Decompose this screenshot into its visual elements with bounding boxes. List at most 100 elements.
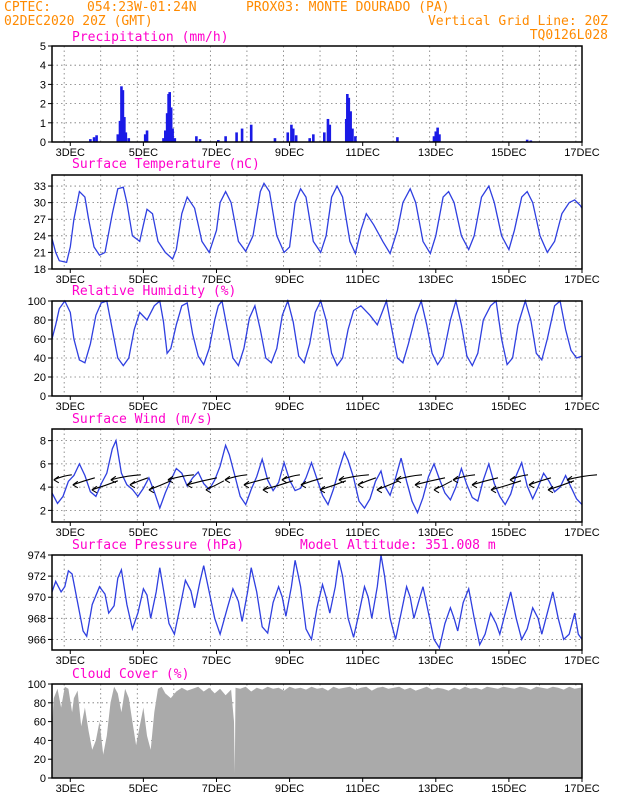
y-tick-label: 974 xyxy=(28,550,46,562)
y-tick-label: 40 xyxy=(34,735,46,747)
x-tick-label: 3DEC xyxy=(56,274,85,286)
x-tick-label: 13DEC xyxy=(418,783,454,795)
y-tick-label: 100 xyxy=(28,296,46,308)
precip-bar xyxy=(195,136,198,142)
wind-arrow xyxy=(319,480,347,494)
wind-arrow xyxy=(243,477,271,489)
wind-arrow xyxy=(471,477,499,489)
precip-bar xyxy=(286,132,290,142)
wind-arrow xyxy=(547,480,575,494)
wind-arrow xyxy=(224,474,247,484)
wind-arrow xyxy=(490,480,522,494)
precip-bar xyxy=(323,132,326,142)
panels: 0 1 2 3 4 5 3DEC 5DEC 7DEC 9DEC 11DEC 13DEC 15DEC 17D… xyxy=(28,30,600,795)
panel-title: Cloud Cover (%) xyxy=(72,667,189,682)
y-tick-label: 6 xyxy=(40,459,46,471)
x-tick-label: 17DEC xyxy=(564,655,600,667)
y-tick-label: 4 xyxy=(40,60,46,72)
precip-bar xyxy=(95,135,98,142)
y-tick-label: 18 xyxy=(34,264,46,276)
panel-title: Surface Wind (m/s) xyxy=(72,412,213,427)
x-tick-label: 15DEC xyxy=(491,783,527,795)
precip-bar xyxy=(173,138,177,142)
y-tick-label: 24 xyxy=(34,231,46,243)
precip-bar xyxy=(291,128,295,142)
panel-cloud-cover: 0 20 40 60 80 100 3DEC 5DEC 7DEC 9DEC 11DEC 13DEC 15… xyxy=(28,667,600,795)
x-tick-label: 11DEC xyxy=(345,147,380,159)
wind-arrow xyxy=(167,474,194,484)
y-tick-label: 21 xyxy=(34,247,46,259)
panel-annotation: Model Altitude: 351.008 m xyxy=(300,538,496,553)
x-tick-label: 7DEC xyxy=(202,147,231,159)
x-tick-label: 5DEC xyxy=(129,783,158,795)
x-tick-label: 15DEC xyxy=(491,274,527,286)
y-tick-label: 0 xyxy=(40,391,46,403)
x-tick-label: 17DEC xyxy=(564,783,600,795)
wind-arrow xyxy=(509,474,529,484)
panel-humidity: 0 20 40 60 80 100 3DEC 5DEC 7DEC 9DEC 11DEC 13DEC 15… xyxy=(28,284,600,413)
wind-arrow xyxy=(300,477,324,489)
precip-bar xyxy=(432,136,436,142)
x-tick-label: 5DEC xyxy=(129,401,158,413)
x-tick-label: 13DEC xyxy=(418,274,454,286)
wind-arrow xyxy=(281,474,300,484)
x-tick-label: 5DEC xyxy=(129,527,158,539)
panel-wind: 2 4 6 8 3DEC 5DEC 7DEC 9DEC 11DEC 13DEC 15DEC 17DEC… xyxy=(40,412,600,539)
wind-arrow xyxy=(357,477,377,489)
wind-arrow xyxy=(452,474,476,484)
wind-arrow xyxy=(338,474,369,484)
x-tick-label: 11DEC xyxy=(345,527,380,539)
precip-bar xyxy=(328,124,332,142)
wind-arrow xyxy=(395,474,423,484)
precip-bar xyxy=(529,140,533,142)
precip-bar xyxy=(438,134,441,142)
precip-bar xyxy=(169,107,173,142)
precip-bar xyxy=(120,86,123,142)
precip-bar xyxy=(326,118,330,142)
wind-arrow xyxy=(262,480,294,494)
precip-bar xyxy=(143,134,147,142)
precip-bar xyxy=(273,138,277,142)
y-tick-label: 0 xyxy=(40,773,46,785)
precip-bar xyxy=(116,134,120,142)
x-tick-label: 15DEC xyxy=(491,401,527,413)
panel-title: Surface Temperature (nC) xyxy=(72,157,260,172)
wind-arrow xyxy=(205,480,225,494)
panel-precipitation: 0 1 2 3 4 5 3DEC 5DEC 7DEC 9DEC 11DEC 13DEC 15DEC 17D… xyxy=(40,30,600,159)
x-tick-label: 3DEC xyxy=(56,655,85,667)
wind-arrow xyxy=(53,474,72,484)
precip-bar xyxy=(224,136,227,142)
y-tick-label: 100 xyxy=(28,679,46,691)
wind-arrow xyxy=(72,477,95,489)
x-tick-label: 9DEC xyxy=(275,401,304,413)
y-tick-label: 80 xyxy=(34,698,46,710)
wind-arrow xyxy=(433,480,453,494)
wind-arrow xyxy=(129,477,149,489)
x-tick-label: 9DEC xyxy=(275,527,304,539)
x-tick-label: 3DEC xyxy=(56,401,85,413)
precip-bar xyxy=(121,90,125,142)
header-location: 054:23W-01:24N xyxy=(87,0,197,15)
x-tick-label: 11DEC xyxy=(345,274,380,286)
precip-bar xyxy=(89,139,92,142)
x-tick-label: 7DEC xyxy=(202,401,231,413)
y-tick-label: 20 xyxy=(34,372,46,384)
precip-bar xyxy=(240,128,244,142)
y-tick-label: 3 xyxy=(40,79,46,91)
y-tick-label: 80 xyxy=(34,315,46,327)
precip-bar xyxy=(165,113,169,142)
x-tick-label: 13DEC xyxy=(418,401,454,413)
precip-bar xyxy=(171,128,174,142)
x-tick-label: 5DEC xyxy=(129,147,158,159)
y-tick-label: 27 xyxy=(34,214,46,226)
x-tick-label: 9DEC xyxy=(275,274,304,286)
x-tick-label: 17DEC xyxy=(564,527,600,539)
header-grid-note: Vertical Grid Line: 20Z xyxy=(428,14,608,29)
x-tick-label: 3DEC xyxy=(56,147,85,159)
y-tick-label: 20 xyxy=(34,754,46,766)
cloud-cover-area xyxy=(52,686,582,778)
x-tick-label: 5DEC xyxy=(129,655,158,667)
wind-arrow xyxy=(186,477,218,489)
precip-bar xyxy=(118,120,122,142)
precip-bar xyxy=(349,111,352,142)
